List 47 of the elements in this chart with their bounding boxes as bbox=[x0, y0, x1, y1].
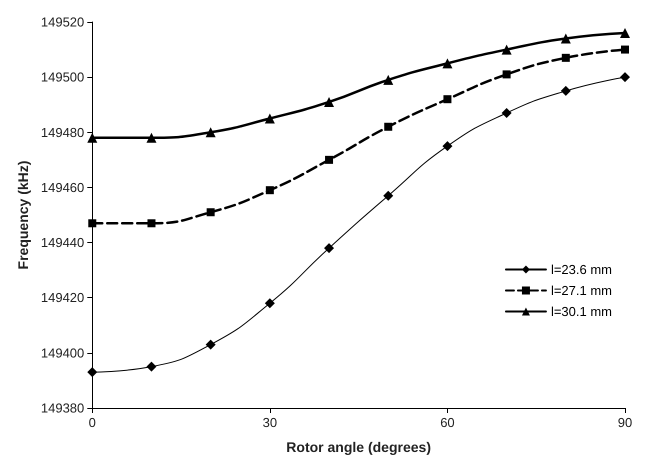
y-tick-label: 149520 bbox=[40, 14, 84, 30]
x-tick-label: 30 bbox=[262, 415, 278, 430]
point bbox=[502, 108, 512, 118]
point bbox=[206, 340, 216, 350]
point bbox=[502, 44, 512, 55]
y-tick-label: 149400 bbox=[40, 345, 84, 360]
y-axis-title: Frequency (kHz) bbox=[15, 160, 31, 270]
x-tick-label: 60 bbox=[440, 415, 455, 430]
point bbox=[266, 186, 274, 194]
point bbox=[383, 74, 394, 85]
y-tick-label: 149480 bbox=[40, 124, 84, 140]
point bbox=[442, 58, 452, 68]
point bbox=[147, 219, 156, 228]
point bbox=[562, 54, 570, 62]
point bbox=[443, 95, 452, 104]
legend-label: l=23.6 mm bbox=[550, 262, 612, 277]
legend-label: l=27.1 mm bbox=[550, 283, 612, 298]
point bbox=[88, 219, 96, 228]
y-tick-label: 149440 bbox=[40, 235, 84, 250]
point bbox=[206, 208, 215, 216]
point bbox=[325, 156, 334, 164]
point bbox=[324, 243, 334, 254]
point bbox=[383, 190, 394, 201]
point bbox=[384, 122, 392, 131]
x-axis-title: Rotor angle (degrees) bbox=[286, 439, 431, 455]
x-tick-label: 90 bbox=[618, 415, 632, 430]
y-tick-label: 149460 bbox=[40, 180, 84, 195]
point bbox=[206, 127, 216, 138]
point bbox=[264, 114, 275, 124]
y-tick-label: 149420 bbox=[40, 290, 84, 306]
point bbox=[442, 141, 452, 152]
point bbox=[324, 96, 334, 107]
y-tick-label: 149500 bbox=[40, 70, 84, 85]
point bbox=[87, 367, 98, 378]
point bbox=[621, 46, 629, 54]
x-tick-label: 0 bbox=[88, 415, 96, 430]
legend-label: l=30.1 mm bbox=[550, 304, 612, 319]
point bbox=[620, 72, 630, 82]
point bbox=[146, 362, 156, 372]
point bbox=[502, 70, 511, 78]
point bbox=[264, 298, 275, 308]
point bbox=[560, 86, 571, 96]
y-tick-label: 149380 bbox=[40, 400, 84, 416]
point bbox=[146, 132, 156, 143]
point bbox=[87, 132, 98, 143]
point bbox=[560, 34, 571, 44]
point bbox=[620, 28, 630, 38]
